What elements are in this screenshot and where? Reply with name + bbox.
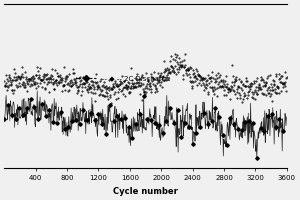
Legend: -- ◆ -- 2C Discharge: -- ◆ -- 2C Discharge — [73, 73, 173, 85]
X-axis label: Cycle number: Cycle number — [113, 187, 178, 196]
